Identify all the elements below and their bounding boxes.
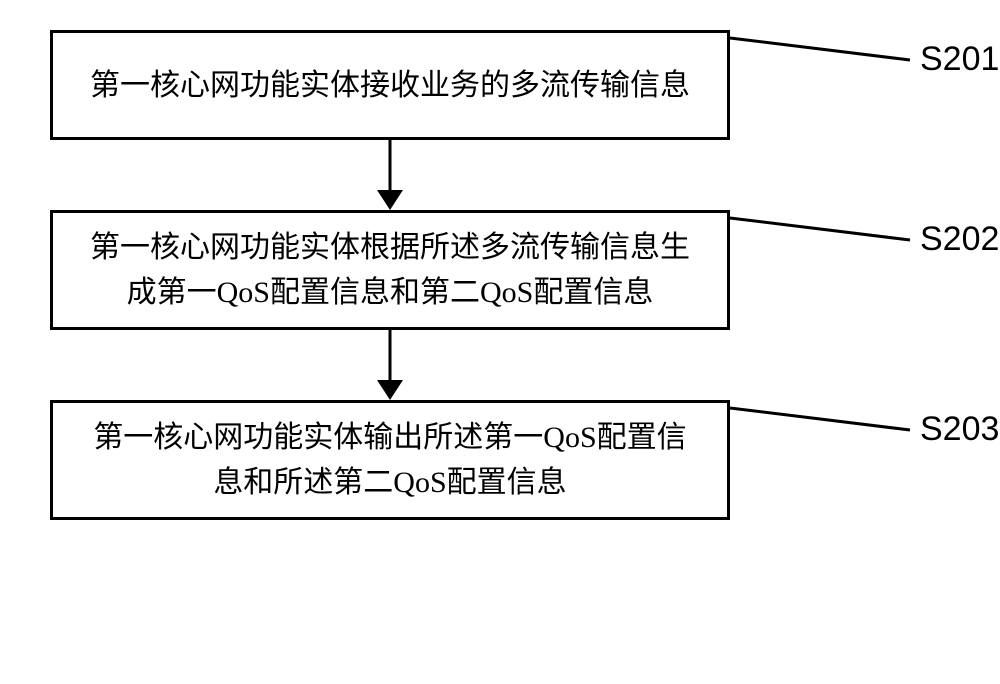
box-text-s203: 第一核心网功能实体输出所述第一QoS配置信息和所述第二QoS配置信息 bbox=[83, 415, 697, 505]
label-s203: S203 bbox=[920, 410, 999, 449]
step-s202: 第一核心网功能实体根据所述多流传输信息生成第一QoS配置信息和第二QoS配置信息… bbox=[50, 210, 950, 330]
arrow-icon bbox=[370, 330, 410, 400]
box-s201: 第一核心网功能实体接收业务的多流传输信息 bbox=[50, 30, 730, 140]
step-s203: 第一核心网功能实体输出所述第一QoS配置信息和所述第二QoS配置信息 S203 bbox=[50, 400, 950, 520]
arrow-1 bbox=[50, 140, 730, 210]
step-s201: 第一核心网功能实体接收业务的多流传输信息 S201 bbox=[50, 30, 950, 140]
box-s203: 第一核心网功能实体输出所述第一QoS配置信息和所述第二QoS配置信息 bbox=[50, 400, 730, 520]
box-s202: 第一核心网功能实体根据所述多流传输信息生成第一QoS配置信息和第二QoS配置信息 bbox=[50, 210, 730, 330]
box-text-s202: 第一核心网功能实体根据所述多流传输信息生成第一QoS配置信息和第二QoS配置信息 bbox=[83, 225, 697, 315]
label-s201: S201 bbox=[920, 40, 999, 79]
label-s202: S202 bbox=[920, 220, 999, 259]
flowchart-container: 第一核心网功能实体接收业务的多流传输信息 S201 第一核心网功能实体根据所述多… bbox=[50, 30, 950, 520]
arrow-2 bbox=[50, 330, 730, 400]
arrow-icon bbox=[370, 140, 410, 210]
box-text-s201: 第一核心网功能实体接收业务的多流传输信息 bbox=[90, 63, 690, 108]
